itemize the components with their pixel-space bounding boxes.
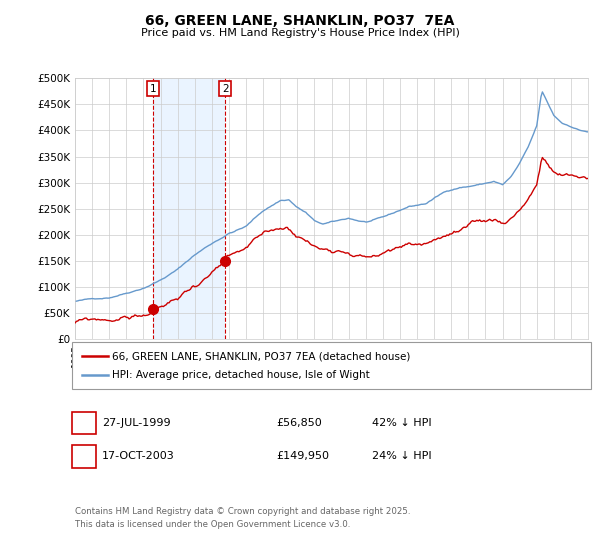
Text: £56,850: £56,850 xyxy=(276,418,322,428)
Text: Price paid vs. HM Land Registry's House Price Index (HPI): Price paid vs. HM Land Registry's House … xyxy=(140,28,460,38)
Text: 24% ↓ HPI: 24% ↓ HPI xyxy=(372,451,431,461)
Text: HPI: Average price, detached house, Isle of Wight: HPI: Average price, detached house, Isle… xyxy=(112,370,370,380)
Text: 42% ↓ HPI: 42% ↓ HPI xyxy=(372,418,431,428)
Text: 2: 2 xyxy=(222,84,229,94)
Text: 1: 1 xyxy=(150,84,157,94)
Text: 66, GREEN LANE, SHANKLIN, PO37 7EA (detached house): 66, GREEN LANE, SHANKLIN, PO37 7EA (deta… xyxy=(112,351,410,361)
Text: Contains HM Land Registry data © Crown copyright and database right 2025.
This d: Contains HM Land Registry data © Crown c… xyxy=(75,507,410,529)
Text: 17-OCT-2003: 17-OCT-2003 xyxy=(102,451,175,461)
Text: 27-JUL-1999: 27-JUL-1999 xyxy=(102,418,170,428)
Text: 2: 2 xyxy=(80,451,88,461)
Text: £149,950: £149,950 xyxy=(276,451,329,461)
Text: 66, GREEN LANE, SHANKLIN, PO37  7EA: 66, GREEN LANE, SHANKLIN, PO37 7EA xyxy=(145,14,455,28)
Bar xyxy=(153,78,226,339)
Text: 1: 1 xyxy=(80,418,88,428)
